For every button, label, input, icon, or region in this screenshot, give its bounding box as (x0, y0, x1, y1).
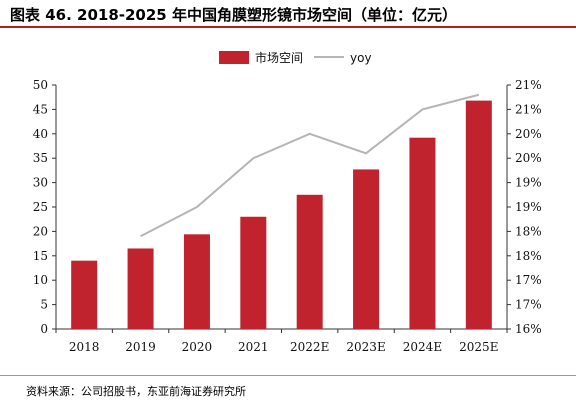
left-tick-label: 20 (33, 224, 48, 238)
right-tick-label: 19% (515, 176, 542, 190)
left-tick-label: 30 (33, 176, 48, 190)
left-tick-label: 40 (33, 127, 48, 141)
footer-rule (0, 375, 576, 376)
left-tick-label: 10 (33, 273, 48, 287)
right-tick-label: 16% (515, 322, 542, 336)
right-tick-label: 18% (515, 224, 542, 238)
bar (240, 216, 267, 329)
right-tick-label: 21% (515, 102, 542, 116)
left-tick-label: 35 (33, 151, 48, 165)
left-tick-label: 50 (33, 78, 48, 92)
bar (127, 248, 154, 329)
legend-line-label: yoy (350, 51, 372, 65)
left-tick-label: 5 (40, 298, 48, 312)
x-tick-label: 2020 (182, 340, 213, 354)
source-note: 资料来源：公司招股书，东亚前海证券研究所 (26, 385, 246, 398)
left-tick-label: 25 (33, 200, 48, 214)
bar-series (71, 100, 492, 329)
left-tick-label: 45 (33, 102, 48, 116)
figure-title: 图表 46. 2018-2025 年中国角膜塑形镜市场空间（单位：亿元） (10, 6, 457, 24)
x-tick-label: 2019 (125, 340, 156, 354)
bar (353, 169, 380, 329)
x-tick-label: 2022E (290, 340, 329, 354)
legend-bar-label: 市场空间 (255, 50, 303, 65)
bar (409, 137, 436, 329)
x-tick-label: 2018 (69, 340, 100, 354)
axes: 0 5 10 15 20 25 30 35 40 45 50 16% 17% 17% 18% 18% 19% 19… (33, 78, 542, 354)
chart-legend: 市场空间 yoy (219, 50, 372, 65)
bar (183, 234, 210, 329)
right-tick-label: 17% (515, 298, 542, 312)
market-chart: 市场空间 yoy 0 5 10 15 20 25 30 35 40 45 50 16% 17% 17% 18… (33, 50, 542, 354)
title-rule (0, 26, 576, 28)
x-tick-label: 2024E (403, 340, 442, 354)
x-tick-label: 2021 (238, 340, 269, 354)
x-tick-label: 2023E (346, 340, 385, 354)
right-tick-label: 19% (515, 200, 542, 214)
legend-bar-swatch (219, 51, 249, 64)
bar (465, 100, 492, 329)
yoy-series (140, 93, 480, 238)
left-tick-label: 15 (33, 249, 48, 263)
left-tick-label: 0 (40, 322, 48, 336)
x-tick-label: 2025E (459, 340, 498, 354)
right-tick-label: 20% (515, 127, 542, 141)
bar (71, 260, 98, 329)
right-tick-label: 20% (515, 151, 542, 165)
bar (296, 194, 323, 329)
right-tick-label: 17% (515, 273, 542, 287)
right-tick-label: 18% (515, 249, 542, 263)
right-tick-label: 21% (515, 78, 542, 92)
